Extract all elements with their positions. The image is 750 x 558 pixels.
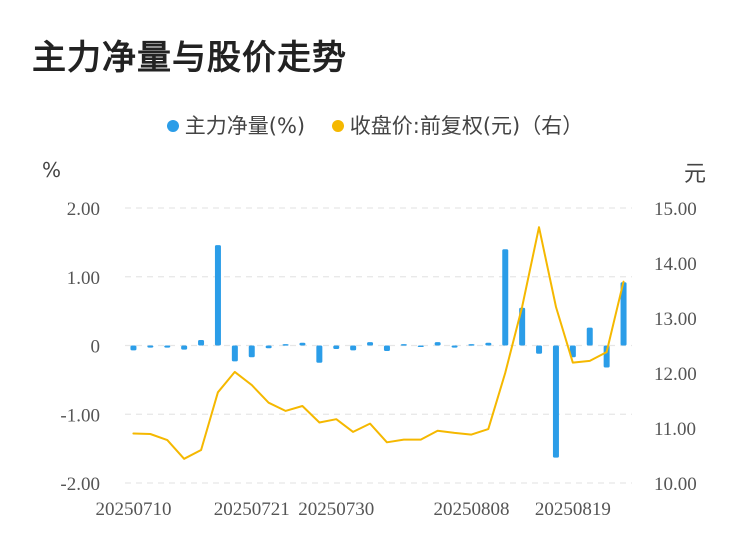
right-tick-label: 13.00 — [654, 309, 697, 330]
bar — [248, 345, 255, 358]
bar — [164, 345, 171, 348]
bar — [231, 345, 238, 362]
bar — [147, 345, 154, 348]
axis-labels: 2.00 1.00 0 -1.00 -2.00 15.00 14.00 13.00 12.00 1… — [60, 199, 696, 520]
right-tick-label: 11.00 — [654, 419, 696, 440]
legend: 主力净量(%) 收盘价:前复权(元)（右） — [0, 110, 750, 140]
legend-marker-close-price — [331, 120, 344, 132]
bar — [502, 249, 509, 346]
x-tick-label: 20250721 — [214, 499, 290, 520]
right-axis-unit: 元 — [684, 162, 707, 187]
legend-marker-net-volume — [166, 120, 179, 132]
bar — [485, 342, 492, 346]
left-tick-label: 2.00 — [67, 199, 100, 220]
right-tick-label: 10.00 — [654, 474, 697, 495]
x-tick-label: 20250819 — [535, 499, 611, 520]
legend-label-net-volume: 主力净量(%) — [184, 114, 306, 138]
legend-item-close-price[interactable]: 收盘价:前复权(元)（右） — [331, 110, 584, 140]
bar — [569, 345, 576, 358]
left-tick-label: -2.00 — [60, 474, 100, 495]
line-series — [132, 226, 625, 460]
chart-title: 主力净量与股价走势 — [32, 38, 347, 78]
right-tick-label: 14.00 — [654, 254, 697, 275]
left-axis-unit: % — [42, 158, 62, 182]
left-tick-label: 1.00 — [67, 268, 100, 289]
bar — [536, 345, 543, 354]
bar — [367, 342, 374, 346]
bar — [586, 327, 593, 346]
bar — [383, 345, 390, 351]
legend-label-close-price: 收盘价:前复权(元)（右） — [349, 114, 584, 138]
left-tick-label: -1.00 — [60, 405, 100, 426]
bar — [316, 345, 323, 363]
x-tick-label: 20250808 — [433, 499, 509, 520]
right-tick-label: 15.00 — [654, 199, 697, 220]
x-tick-label: 20250710 — [95, 499, 171, 520]
bar — [333, 345, 340, 349]
bar — [299, 342, 306, 346]
bar — [451, 345, 458, 348]
legend-item-net-volume[interactable]: 主力净量(%) — [166, 110, 306, 140]
price-line — [132, 226, 625, 460]
bar — [603, 345, 610, 368]
bar — [468, 344, 475, 346]
bar — [620, 282, 627, 346]
bar — [519, 307, 526, 346]
bar — [265, 345, 272, 349]
grid-layer — [125, 207, 632, 484]
x-tick-label: 20250730 — [298, 499, 374, 520]
bar — [350, 345, 357, 351]
bar — [198, 340, 205, 346]
bar — [434, 342, 441, 346]
bar — [181, 345, 188, 350]
bar — [552, 345, 559, 458]
bar — [214, 245, 221, 346]
right-tick-label: 12.00 — [654, 364, 697, 385]
bar — [417, 345, 424, 347]
bar — [130, 345, 137, 351]
bar-series — [130, 245, 627, 458]
left-tick-label: 0 — [91, 337, 101, 358]
bar — [400, 344, 407, 346]
bar — [282, 344, 289, 346]
